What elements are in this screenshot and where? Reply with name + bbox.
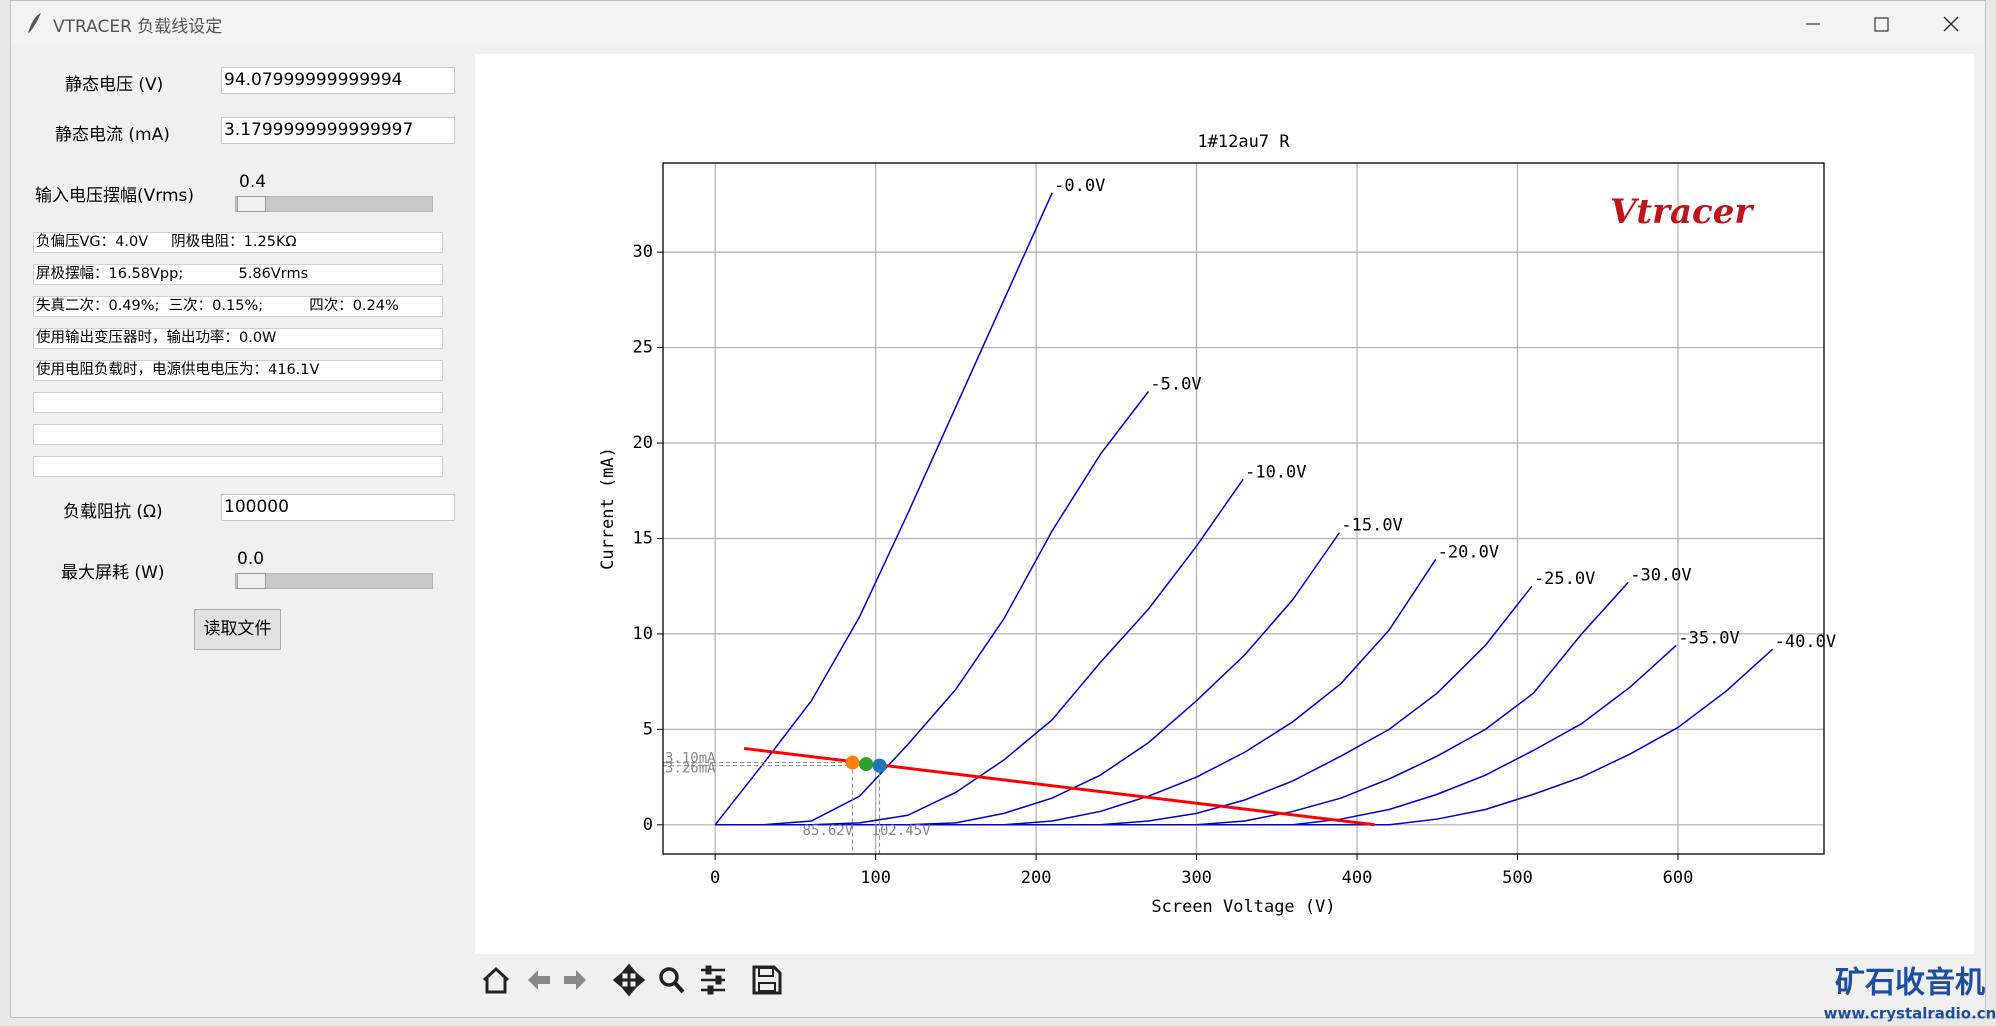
y-axis-label: Current (mA): [598, 447, 618, 570]
x-tick-label: 600: [1663, 868, 1694, 888]
point-label: 102.45V: [872, 823, 932, 839]
title-bar: VTRACER 负载线设定: [11, 1, 1985, 45]
slider[interactable]: [235, 196, 433, 212]
x-tick-label: 300: [1181, 868, 1212, 888]
point-label: 85.62V: [803, 823, 854, 839]
y-tick-label: 30: [633, 242, 653, 262]
toolbar[interactable]: [482, 963, 782, 997]
curve: [715, 559, 1437, 826]
curve-label: -0.0V: [1054, 176, 1105, 196]
plot-panel: [475, 54, 1974, 954]
text-input[interactable]: 100000: [221, 494, 455, 521]
curve: [715, 478, 1244, 826]
curve: [715, 581, 1629, 826]
y-tick-label: 15: [633, 528, 653, 548]
x-tick-label: 500: [1502, 868, 1533, 888]
field-label: 输入电压摆幅(Vrms): [35, 186, 195, 206]
window-controls[interactable]: [1791, 9, 1981, 39]
logo: Vtracer: [1610, 192, 1754, 232]
button[interactable]: 读取文件: [194, 609, 281, 650]
info-line: 负偏压VG：4.0V 阴极电阻：1.25KΩ: [33, 232, 443, 253]
app-icon: [28, 13, 41, 33]
info-line: [33, 392, 443, 413]
curve: [715, 532, 1340, 826]
curve-label: -25.0V: [1534, 569, 1595, 589]
point: [845, 755, 860, 770]
slider-value: 0.0: [237, 549, 265, 569]
curve-label: -15.0V: [1341, 516, 1402, 536]
watermark-url: www.crystalradio.cn: [1824, 1005, 1996, 1023]
plot-frame: [662, 162, 1825, 855]
field-label: 静态电流 (mA): [55, 125, 170, 145]
slider-value: 0.4: [239, 172, 267, 192]
y-tick-label: 10: [633, 624, 653, 644]
curve-label: -20.0V: [1438, 542, 1499, 562]
window-title: VTRACER 负载线设定: [53, 17, 223, 37]
x-tick-label: 100: [860, 868, 891, 888]
x-axis-label: Screen Voltage (V): [1151, 897, 1335, 917]
x-tick-label: 0: [710, 868, 720, 888]
point: [859, 757, 874, 772]
curve: [715, 648, 1774, 826]
point: [872, 758, 887, 773]
field-label: 静态电压 (V): [65, 75, 164, 95]
slider[interactable]: [235, 573, 433, 589]
y-tick-label: 25: [633, 338, 653, 358]
field-label: 最大屏耗 (W): [61, 563, 165, 583]
field-label: 负载阻抗 (Ω): [63, 502, 163, 522]
info-line: 使用电阻负载时，电源供电电压为：416.1V: [33, 360, 443, 381]
curve-label: -35.0V: [1678, 628, 1739, 648]
point-label: 3.26mA: [665, 761, 716, 777]
x-tick-label: 400: [1342, 868, 1373, 888]
info-line: 屏极摆幅：16.58Vpp; 5.86Vrms: [33, 264, 443, 285]
curve: [715, 391, 1150, 826]
curve: [715, 585, 1533, 826]
y-tick-label: 5: [643, 719, 653, 739]
curve: [715, 644, 1677, 826]
y-tick-label: 20: [633, 433, 653, 453]
curve-label: -5.0V: [1150, 374, 1201, 394]
text-input[interactable]: 3.1799999999999997: [221, 117, 455, 144]
x-tick-label: 200: [1021, 868, 1052, 888]
curve-label: -40.0V: [1775, 632, 1836, 652]
slider-handle[interactable]: [237, 573, 266, 589]
curve-label: -10.0V: [1245, 462, 1306, 482]
chart-title: 1#12au7 R: [1197, 132, 1290, 152]
curve-label: -30.0V: [1630, 565, 1691, 585]
slider-handle[interactable]: [237, 196, 266, 212]
info-line: [33, 424, 443, 445]
info-line: 使用输出变压器时，输出功率：0.0W: [33, 328, 443, 349]
info-line: [33, 456, 443, 477]
text-input[interactable]: 94.07999999999994: [221, 67, 455, 94]
point-label: 3.10mA: [665, 751, 716, 767]
watermark-title: 矿石收音机: [1835, 966, 1985, 1001]
info-line: 失真二次：0.49%; 三次：0.15%; 四次：0.24%: [33, 296, 443, 317]
y-tick-label: 0: [643, 815, 653, 835]
